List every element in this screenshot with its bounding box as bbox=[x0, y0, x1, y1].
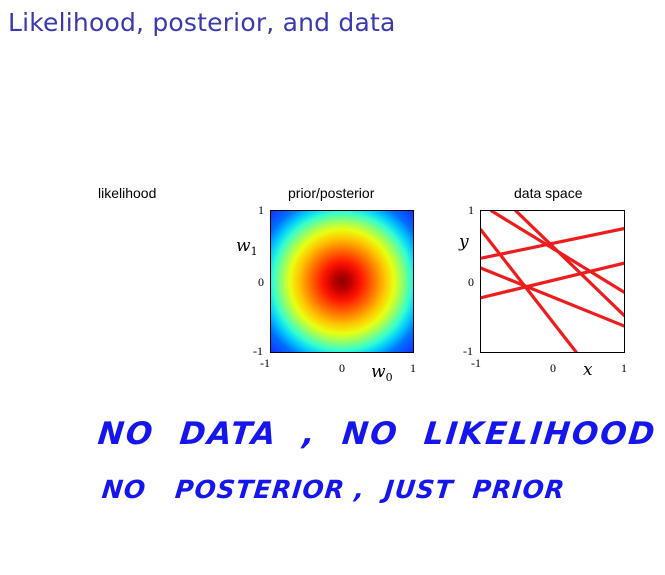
data-x-tick-mid: 0 bbox=[550, 361, 556, 375]
posterior-x-label: w0 bbox=[371, 362, 393, 384]
posterior-y-tick-bottom: -1 bbox=[253, 344, 263, 358]
sample-line-3 bbox=[481, 266, 624, 328]
sample-line-6 bbox=[481, 261, 624, 300]
handwritten-note-line2: NO POSTERIOR , JUST PRIOR bbox=[100, 475, 567, 504]
posterior-density bbox=[271, 211, 413, 352]
sample-line-5 bbox=[490, 211, 624, 294]
data-y-tick-mid: 0 bbox=[468, 275, 474, 289]
posterior-y-label: w1 bbox=[236, 236, 258, 258]
data-space-plot bbox=[480, 210, 625, 353]
posterior-x-tick-right: 1 bbox=[410, 361, 416, 375]
data-y-label: y bbox=[459, 232, 469, 252]
sample-line-2 bbox=[481, 227, 624, 260]
posterior-y-tick-top: 1 bbox=[258, 203, 264, 217]
likelihood-panel-title: likelihood bbox=[98, 185, 157, 201]
data-x-label: x bbox=[583, 360, 593, 380]
data-y-tick-top: 1 bbox=[468, 203, 474, 217]
data-space-lines bbox=[481, 211, 624, 352]
data-y-tick-bottom: -1 bbox=[463, 344, 473, 358]
handwritten-note-line1: NO DATA , NO LIKELIHOOD , bbox=[96, 416, 665, 452]
posterior-y-tick-mid: 0 bbox=[258, 275, 264, 289]
data-x-tick-right: 1 bbox=[621, 361, 627, 375]
posterior-x-tick-left: -1 bbox=[260, 356, 270, 370]
sample-line-4 bbox=[514, 211, 624, 317]
posterior-x-tick-mid: 0 bbox=[339, 361, 345, 375]
data-x-tick-left: -1 bbox=[471, 356, 481, 370]
posterior-heatmap bbox=[270, 210, 414, 353]
posterior-panel-title: prior/posterior bbox=[288, 185, 375, 201]
sample-line-1 bbox=[481, 228, 578, 352]
slide-title: Likelihood, posterior, and data bbox=[8, 8, 396, 37]
data-space-panel-title: data space bbox=[514, 185, 583, 201]
